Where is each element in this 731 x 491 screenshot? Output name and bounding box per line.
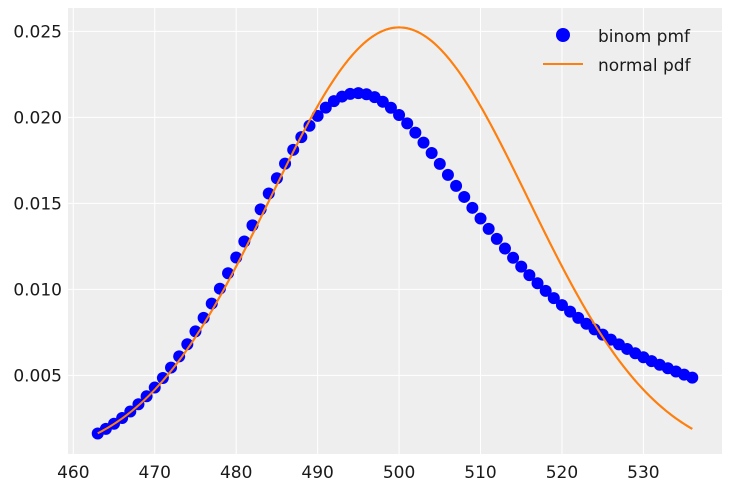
binom-pmf-point — [498, 242, 511, 255]
binom-pmf-point — [409, 126, 422, 139]
binom-pmf-point — [425, 147, 438, 160]
binom-pmf-point — [539, 284, 552, 297]
binom-pmf-point — [450, 179, 463, 192]
binom-pmf-point — [417, 136, 430, 149]
plot-area — [68, 8, 722, 454]
y-tick-label: 0.005 — [13, 366, 62, 386]
legend-marker-binom-pmf — [556, 28, 570, 42]
binom-pmf-point — [165, 361, 178, 374]
y-tick-label: 0.015 — [13, 194, 62, 214]
binom-pmf-point — [181, 338, 194, 351]
x-tick-label: 530 — [627, 463, 659, 483]
binom-pmf-point — [686, 371, 699, 384]
legend-label-binom-pmf: binom pmf — [598, 27, 691, 47]
binom-pmf-point — [319, 101, 332, 114]
y-tick-label: 0.020 — [13, 108, 62, 128]
binom-pmf-point — [474, 212, 487, 225]
binom-pmf-point — [393, 109, 406, 122]
binom-pmf-point — [515, 260, 528, 273]
binom-pmf-point — [384, 101, 397, 114]
y-axis: 0.005 0.010 0.015 0.020 0.025 — [13, 22, 62, 386]
binom-pmf-point — [523, 269, 536, 282]
y-tick-label: 0.025 — [13, 22, 62, 42]
grid — [68, 8, 722, 454]
binom-pmf-point — [148, 381, 161, 394]
binom-pmf-point — [482, 222, 495, 235]
x-tick-label: 520 — [546, 463, 578, 483]
binom-pmf-point — [441, 168, 454, 181]
binom-pmf-point — [303, 119, 316, 132]
binom-pmf-point — [564, 305, 577, 318]
binom-pmf-point — [156, 371, 169, 384]
x-tick-label: 460 — [57, 463, 89, 483]
binom-pmf-point — [140, 390, 153, 403]
binom-pmf-point — [270, 172, 283, 185]
x-tick-label: 480 — [220, 463, 252, 483]
binom-pmf-point — [507, 251, 520, 264]
binom-pmf-point — [531, 277, 544, 290]
x-axis: 460 470 480 490 500 510 520 530 — [57, 463, 660, 483]
binom-pmf-point — [458, 190, 471, 203]
binom-pmf-point — [490, 232, 503, 245]
binom-pmf-point — [555, 299, 568, 312]
legend: binom pmf normal pdf — [543, 27, 692, 76]
normal-pdf-line-overlay — [97, 26, 693, 435]
series-binom-pmf — [91, 26, 699, 440]
binom-pmf-point — [547, 292, 560, 305]
binom-pmf-point — [189, 325, 202, 338]
binom-pmf-point — [173, 350, 186, 363]
y-tick-label: 0.010 — [13, 280, 62, 300]
x-tick-label: 500 — [383, 463, 415, 483]
x-tick-label: 470 — [139, 463, 171, 483]
x-tick-label: 510 — [464, 463, 496, 483]
binom-pmf-point — [466, 201, 479, 214]
binom-pmf-point — [401, 117, 414, 130]
legend-label-normal-pdf: normal pdf — [598, 56, 692, 76]
binom-pmf-point — [433, 157, 446, 170]
x-tick-label: 490 — [301, 463, 333, 483]
